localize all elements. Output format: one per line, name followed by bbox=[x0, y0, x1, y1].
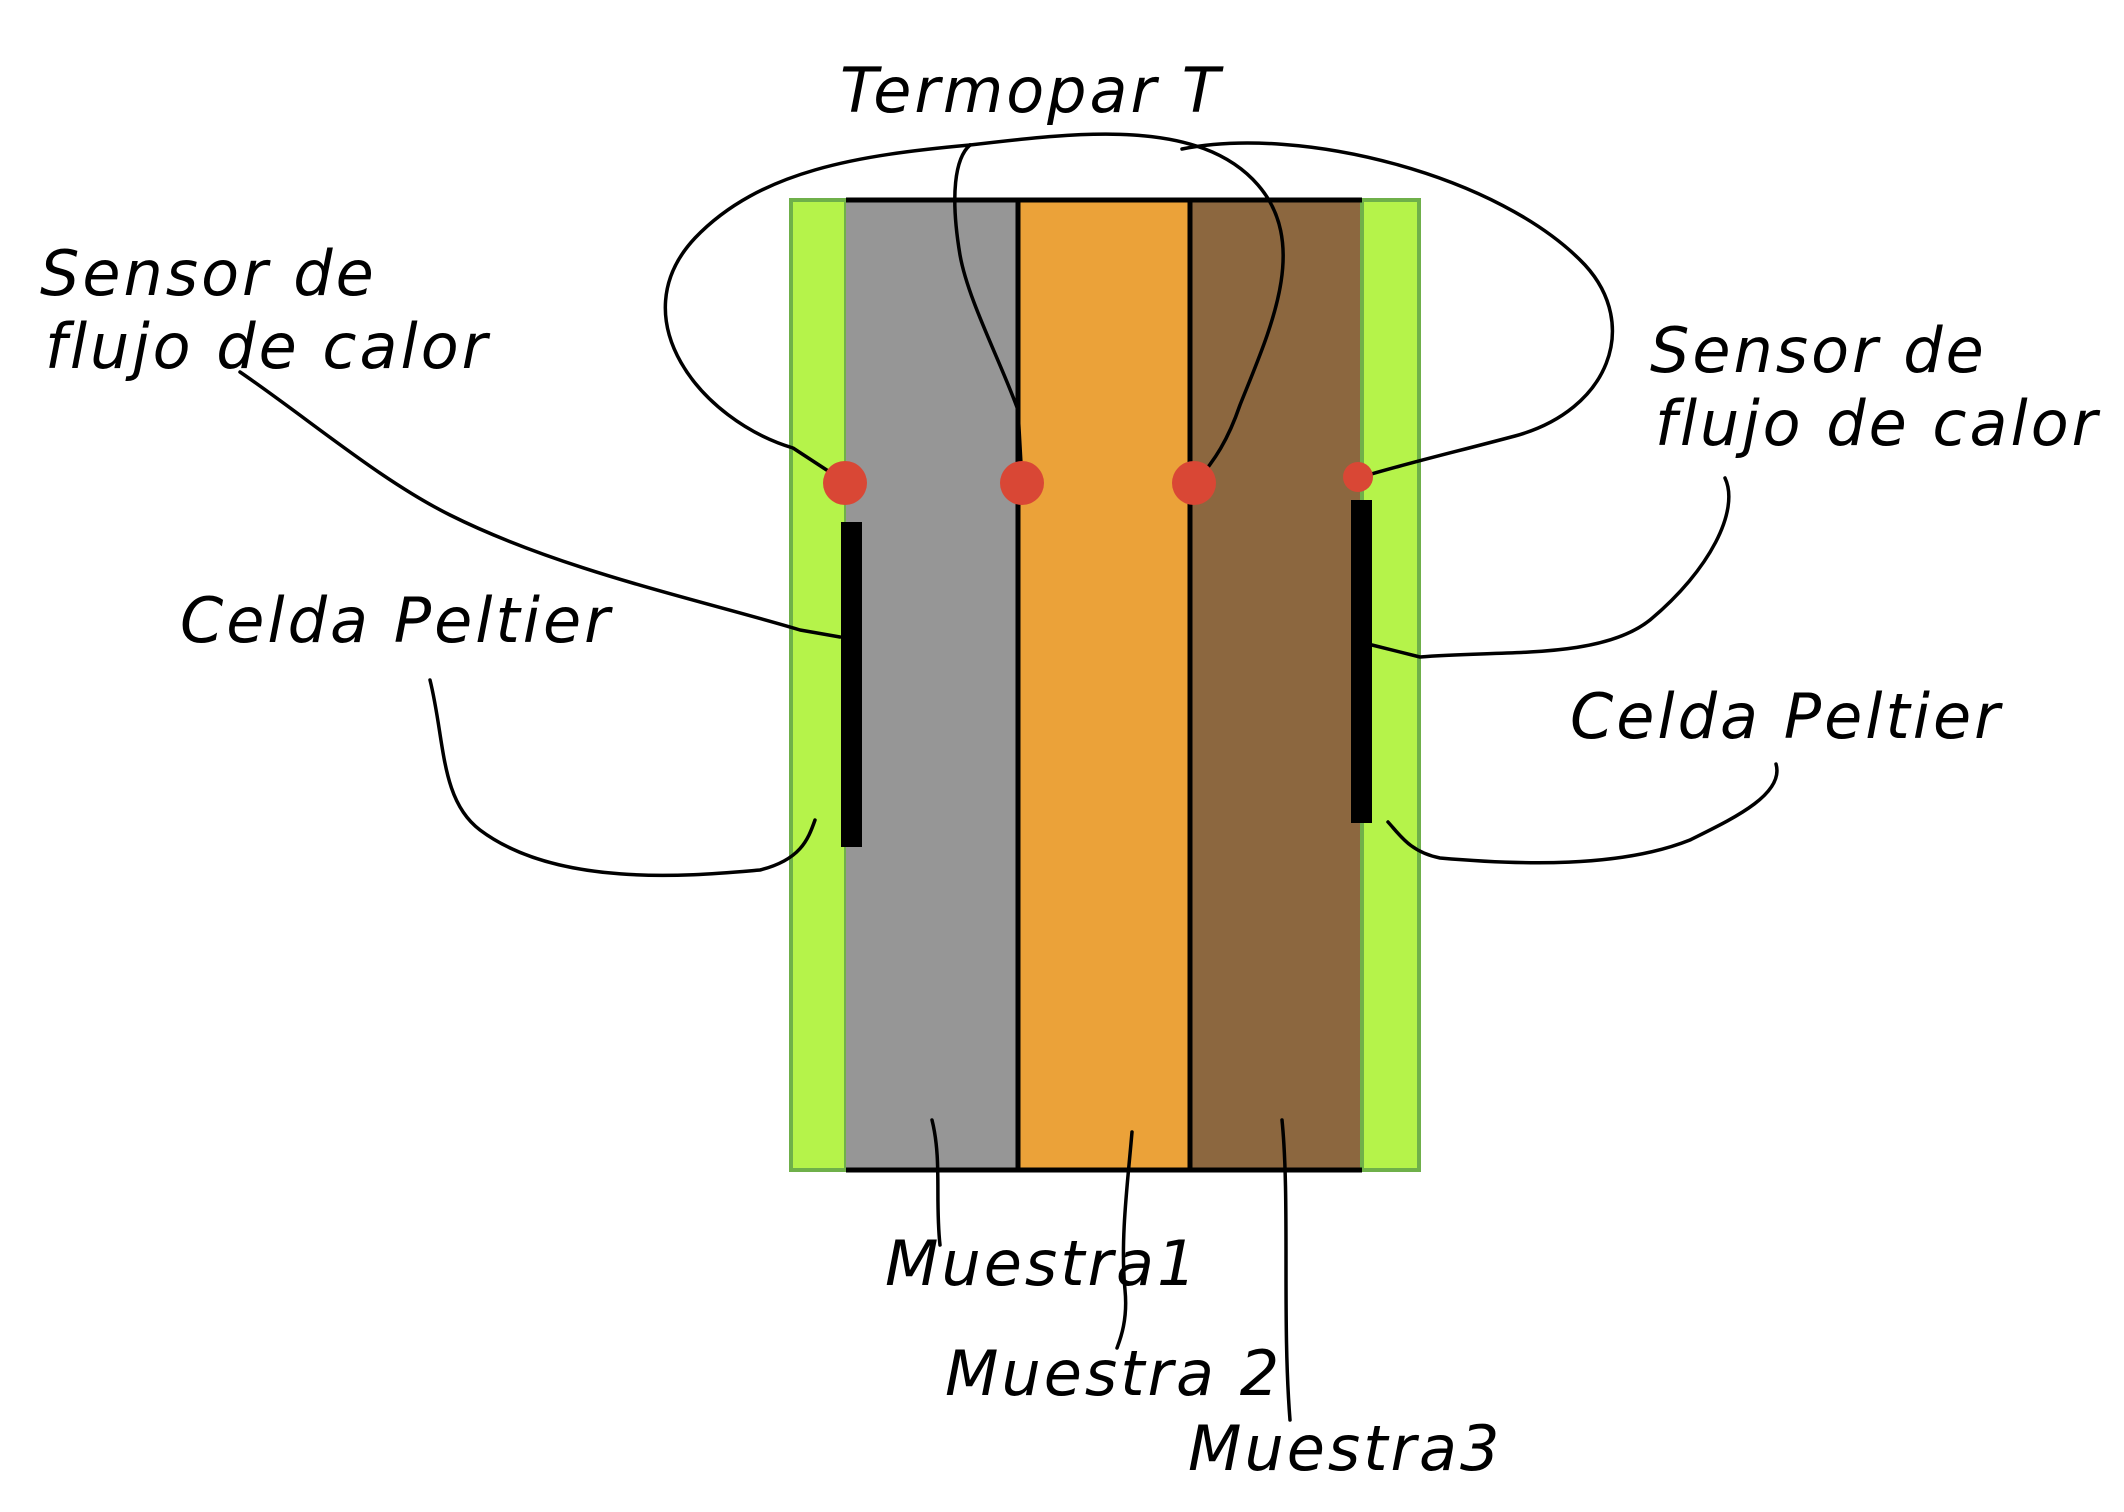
label-heat-flux-sensor-left-line1: Sensor de bbox=[40, 237, 377, 310]
heat-flux-sensor-right bbox=[1351, 500, 1372, 823]
sample-3-block bbox=[1190, 200, 1362, 1170]
leader-sample-1 bbox=[930, 1118, 942, 1247]
sample-1-block bbox=[846, 200, 1018, 1170]
thermocouple-wire-1 bbox=[663, 143, 972, 484]
leader-lines bbox=[238, 370, 1779, 1422]
leader-peltier-left bbox=[428, 678, 817, 878]
thermocouple-point-4 bbox=[1343, 462, 1373, 492]
thermocouple-points bbox=[823, 461, 1373, 505]
leader-sample-3 bbox=[1280, 1118, 1292, 1422]
labels: Termopar T Sensor de flujo de calor Sens… bbox=[40, 54, 2101, 1485]
thermocouple-wire-3 bbox=[968, 132, 1285, 484]
thermocouple-point-2 bbox=[1000, 461, 1044, 505]
peltier-plate-left bbox=[789, 198, 848, 1172]
label-heat-flux-sensor-right-line2: flujo de calor bbox=[1655, 387, 2101, 460]
label-peltier-right: Celda Peltier bbox=[1570, 680, 2003, 753]
thermocouple-point-3 bbox=[1172, 461, 1216, 505]
leader-sample-2 bbox=[1115, 1130, 1134, 1350]
thermocouple-wire-4 bbox=[1180, 141, 1615, 480]
label-heat-flux-sensor-right-line1: Sensor de bbox=[1650, 314, 1987, 387]
label-heat-flux-sensor-left-line2: flujo de calor bbox=[45, 310, 491, 383]
label-sample-1: Muestra1 bbox=[885, 1227, 1199, 1300]
label-sample-3: Muestra3 bbox=[1188, 1412, 1502, 1485]
sample-stack bbox=[789, 197, 1421, 1173]
thermocouple-point-1 bbox=[823, 461, 867, 505]
thermocouple-wire-2 bbox=[953, 143, 1024, 484]
label-thermocouple: Termopar T bbox=[840, 54, 1224, 127]
label-sample-2: Muestra 2 bbox=[945, 1337, 1282, 1410]
leader-peltier-right bbox=[1386, 762, 1779, 865]
leader-heat-flux-left bbox=[238, 370, 842, 639]
thermocouple-wires bbox=[663, 132, 1615, 484]
label-peltier-left: Celda Peltier bbox=[180, 584, 613, 657]
heat-flux-sensor-left bbox=[841, 522, 862, 847]
leader-heat-flux-right bbox=[1370, 476, 1731, 659]
sample-2-block bbox=[1018, 200, 1190, 1170]
